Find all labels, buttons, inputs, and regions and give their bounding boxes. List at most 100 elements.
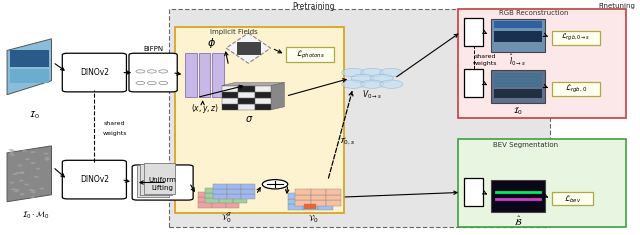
Bar [310, 189, 326, 195]
Bar [205, 198, 219, 203]
Circle shape [136, 81, 145, 85]
Bar [288, 204, 303, 210]
Text: $\mathcal{V}_0$: $\mathcal{V}_0$ [308, 214, 319, 225]
Bar [464, 69, 483, 97]
Circle shape [10, 182, 15, 184]
Bar [295, 200, 310, 206]
Circle shape [136, 70, 145, 73]
Bar [212, 197, 225, 202]
Bar [140, 164, 172, 196]
Text: shared: shared [104, 121, 125, 126]
Bar [219, 198, 233, 203]
Bar [318, 204, 333, 210]
Circle shape [29, 189, 33, 191]
Bar [241, 189, 255, 194]
Circle shape [9, 152, 14, 154]
Bar [255, 104, 271, 110]
Text: $\mathcal{L}_{rgb,0}$: $\mathcal{L}_{rgb,0}$ [564, 83, 587, 95]
Text: $\mathcal{I}_0$: $\mathcal{I}_0$ [29, 110, 40, 121]
Circle shape [147, 81, 156, 85]
Text: BiFPN: BiFPN [143, 46, 163, 52]
FancyBboxPatch shape [62, 53, 127, 92]
Bar [212, 192, 225, 197]
Circle shape [15, 172, 20, 174]
Circle shape [13, 191, 19, 192]
Text: Implicit Fields: Implicit Fields [211, 29, 258, 35]
Bar [326, 195, 341, 200]
Text: shared: shared [474, 54, 496, 59]
Bar [205, 193, 219, 198]
Circle shape [147, 70, 156, 73]
Text: $\phi$: $\phi$ [207, 36, 216, 51]
Text: $\mathcal{L}_{photons}$: $\mathcal{L}_{photons}$ [296, 48, 324, 61]
Bar [287, 47, 334, 62]
Bar [288, 193, 303, 199]
Bar [238, 86, 255, 92]
Circle shape [8, 149, 13, 151]
Text: $(x, y, z)$: $(x, y, z)$ [191, 102, 220, 115]
Bar [494, 73, 542, 86]
Circle shape [19, 193, 24, 195]
Bar [233, 188, 247, 193]
Bar [552, 192, 593, 205]
Text: $\mathcal{T}_{0,s}$: $\mathcal{T}_{0,s}$ [339, 136, 355, 147]
Bar [494, 89, 542, 98]
Circle shape [19, 180, 24, 182]
Circle shape [31, 162, 36, 164]
Bar [238, 92, 255, 98]
Circle shape [361, 80, 383, 88]
Circle shape [20, 172, 24, 174]
Bar [198, 197, 212, 202]
Bar [303, 193, 318, 199]
Bar [310, 195, 326, 200]
Bar [199, 53, 211, 97]
Circle shape [380, 80, 403, 88]
Bar [310, 200, 326, 206]
Polygon shape [7, 146, 51, 202]
Bar [303, 204, 316, 209]
Bar [255, 86, 271, 92]
Text: DINOv2: DINOv2 [80, 175, 109, 184]
Bar [227, 194, 241, 199]
Bar [221, 86, 238, 92]
Circle shape [44, 153, 49, 154]
Circle shape [361, 68, 383, 77]
Bar [295, 189, 310, 195]
Text: BEV Segmentation: BEV Segmentation [493, 142, 558, 148]
Bar [175, 27, 344, 213]
Circle shape [11, 188, 16, 190]
Circle shape [342, 68, 365, 77]
Bar [494, 21, 542, 28]
Bar [491, 19, 545, 52]
Polygon shape [226, 33, 271, 63]
Bar [205, 188, 219, 193]
Bar [227, 184, 241, 189]
Circle shape [17, 164, 22, 166]
Circle shape [40, 188, 44, 189]
Circle shape [371, 74, 393, 82]
Text: $\mathcal{I}_0 \cdot \mathcal{M}_0$: $\mathcal{I}_0 \cdot \mathcal{M}_0$ [22, 210, 49, 221]
Bar [225, 202, 239, 208]
Text: $\mathcal{I}_0$: $\mathcal{I}_0$ [513, 105, 523, 117]
Polygon shape [271, 82, 284, 110]
Text: RGB Reconstruction: RGB Reconstruction [499, 10, 568, 16]
Circle shape [31, 191, 36, 193]
Bar [227, 189, 241, 194]
Bar [212, 53, 223, 97]
FancyBboxPatch shape [129, 53, 177, 92]
Bar [221, 92, 238, 98]
Text: Finetuning: Finetuning [598, 3, 635, 9]
Bar [552, 82, 600, 96]
Bar [143, 163, 175, 194]
Bar [552, 31, 600, 45]
Text: weights: weights [102, 131, 127, 136]
Circle shape [12, 173, 17, 175]
FancyBboxPatch shape [62, 160, 127, 199]
Bar [491, 180, 545, 212]
Bar [212, 202, 225, 208]
Text: $V_{0 \to s}$: $V_{0 \to s}$ [362, 88, 382, 101]
Bar [213, 184, 227, 189]
Text: Lifting: Lifting [152, 185, 173, 191]
Bar [198, 202, 212, 208]
Circle shape [22, 150, 27, 152]
